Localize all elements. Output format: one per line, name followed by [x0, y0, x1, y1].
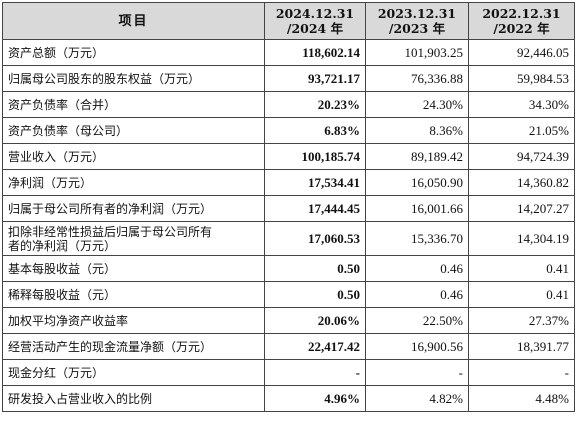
cell-2022: 0.41 — [468, 255, 575, 282]
table-row: 营业收入（万元） 100,185.74 89,189.42 94,724.39 — [2, 143, 575, 170]
cell-2024: 17,060.53 — [264, 221, 366, 256]
cell-2023: 24.30% — [365, 91, 469, 118]
cell-2024: 4.96% — [264, 385, 366, 412]
header-period-2022: 2022.12.31/2022 年 — [468, 2, 575, 40]
row-label: 基本每股收益（元） — [2, 255, 265, 282]
table-header-row: 项目 2024.12.31/2024 年 2023.12.31/2023 年 2… — [2, 2, 575, 40]
row-label: 归属母公司股东的股东权益（万元） — [2, 65, 265, 92]
cell-2023: 16,001.66 — [365, 195, 469, 222]
row-label-line2: 者的净利润（万元） — [8, 238, 117, 253]
cell-2022: 14,207.27 — [468, 195, 575, 222]
cell-2022: - — [468, 359, 575, 386]
header-period-date: 2024.12.31 — [275, 6, 355, 21]
row-label: 研发投入占营业收入的比例 — [2, 385, 265, 412]
row-label-line1: 扣除非经常性损益后归属于母公司所有 — [8, 224, 213, 239]
cell-2023: 101,903.25 — [365, 39, 469, 66]
cell-2022: 14,304.19 — [468, 221, 575, 256]
cell-2023: 4.82% — [365, 385, 469, 412]
row-label: 净利润（万元） — [2, 169, 265, 196]
table-row: 扣除非经常性损益后归属于母公司所有 者的净利润（万元） 17,060.53 15,33… — [2, 221, 575, 256]
header-period-year: /2022 年 — [493, 21, 550, 36]
cell-2024: 0.50 — [264, 281, 366, 308]
row-label: 营业收入（万元） — [2, 143, 265, 170]
cell-2023: 0.46 — [365, 281, 469, 308]
header-period-2023: 2023.12.31/2023 年 — [365, 2, 469, 40]
table-row: 研发投入占营业收入的比例 4.96% 4.82% 4.48% — [2, 385, 575, 412]
cell-2024: - — [264, 359, 366, 386]
cell-2022: 0.41 — [468, 281, 575, 308]
row-label: 稀释每股收益（元） — [2, 281, 265, 308]
cell-2024: 100,185.74 — [264, 143, 366, 170]
cell-2023: 15,336.70 — [365, 221, 469, 256]
row-label: 资产负债率（母公司） — [2, 117, 265, 144]
cell-2023: - — [365, 359, 469, 386]
cell-2022: 92,446.05 — [468, 39, 575, 66]
financial-table-container: 项目 2024.12.31/2024 年 2023.12.31/2023 年 2… — [2, 2, 575, 412]
table-row: 稀释每股收益（元） 0.50 0.46 0.41 — [2, 281, 575, 308]
cell-2024: 118,602.14 — [264, 39, 366, 66]
row-label: 经营活动产生的现金流量净额（万元） — [2, 333, 265, 360]
cell-2022: 18,391.77 — [468, 333, 575, 360]
cell-2023: 0.46 — [365, 255, 469, 282]
cell-2023: 89,189.42 — [365, 143, 469, 170]
table-row: 经营活动产生的现金流量净额（万元） 22,417.42 16,900.56 18,39… — [2, 333, 575, 360]
cell-2023: 16,900.56 — [365, 333, 469, 360]
table-row: 资产总额（万元） 118,602.14 101,903.25 92,446.05 — [2, 39, 575, 66]
row-label: 扣除非经常性损益后归属于母公司所有 者的净利润（万元） — [2, 221, 265, 256]
header-period-2024: 2024.12.31/2024 年 — [264, 2, 366, 40]
cell-2024: 6.83% — [264, 117, 366, 144]
row-label: 现金分红（万元） — [2, 359, 265, 386]
financial-summary-table: 项目 2024.12.31/2024 年 2023.12.31/2023 年 2… — [2, 2, 575, 412]
table-row: 基本每股收益（元） 0.50 0.46 0.41 — [2, 255, 575, 282]
cell-2024: 93,721.17 — [264, 65, 366, 92]
table-row: 净利润（万元） 17,534.41 16,050.90 14,360.82 — [2, 169, 575, 196]
header-period-date: 2022.12.31 — [482, 6, 561, 21]
table-row: 资产负债率（母公司） 6.83% 8.36% 21.05% — [2, 117, 575, 144]
cell-2023: 76,336.88 — [365, 65, 469, 92]
cell-2022: 94,724.39 — [468, 143, 575, 170]
cell-2022: 21.05% — [468, 117, 575, 144]
table-row: 加权平均净资产收益率 20.06% 22.50% 27.37% — [2, 307, 575, 334]
cell-2024: 17,534.41 — [264, 169, 366, 196]
cell-2023: 8.36% — [365, 117, 469, 144]
cell-2024: 17,444.45 — [264, 195, 366, 222]
cell-2022: 14,360.82 — [468, 169, 575, 196]
cell-2024: 0.50 — [264, 255, 366, 282]
header-period-year: /2023 年 — [388, 21, 446, 36]
table-row: 现金分红（万元） - - - — [2, 359, 575, 386]
header-item: 项目 — [2, 2, 265, 40]
cell-2023: 22.50% — [365, 307, 469, 334]
cell-2024: 20.23% — [264, 91, 366, 118]
table-row: 归属于母公司所有者的净利润（万元） 17,444.45 16,001.66 14,20… — [2, 195, 575, 222]
cell-2022: 59,984.53 — [468, 65, 575, 92]
table-row: 资产负债率（合并） 20.23% 24.30% 34.30% — [2, 91, 575, 118]
cell-2024: 22,417.42 — [264, 333, 366, 360]
row-label: 加权平均净资产收益率 — [2, 307, 265, 334]
cell-2022: 34.30% — [468, 91, 575, 118]
row-label: 归属于母公司所有者的净利润（万元） — [2, 195, 265, 222]
header-period-year: /2024 年 — [286, 21, 344, 36]
header-period-date: 2023.12.31 — [377, 6, 457, 21]
table-row: 归属母公司股东的股东权益（万元） 93,721.17 76,336.88 59,984… — [2, 65, 575, 92]
row-label: 资产总额（万元） — [2, 39, 265, 66]
cell-2022: 27.37% — [468, 307, 575, 334]
cell-2022: 4.48% — [468, 385, 575, 412]
cell-2024: 20.06% — [264, 307, 366, 334]
cell-2023: 16,050.90 — [365, 169, 469, 196]
row-label: 资产负债率（合并） — [2, 91, 265, 118]
